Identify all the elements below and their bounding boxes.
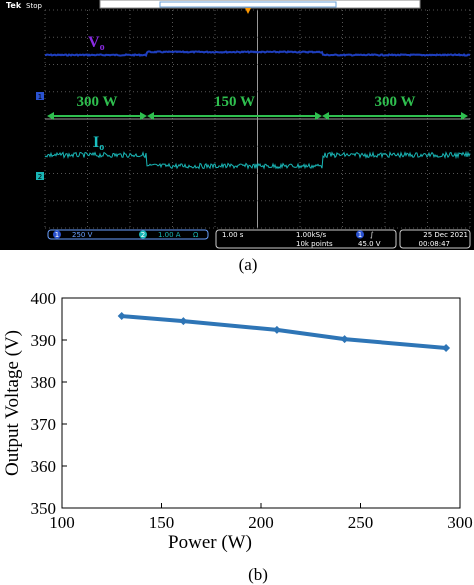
point: [340, 335, 349, 344]
point: [117, 312, 126, 321]
trig-badge: [356, 230, 364, 239]
status-text: 1.00kS/s: [296, 231, 326, 239]
y-tick-label: 370: [31, 415, 57, 434]
scope-screen: [0, 0, 474, 250]
x-tick-label: 300: [447, 513, 473, 532]
channel-marker-label: 2: [38, 173, 42, 181]
x-tick-label: 250: [348, 513, 374, 532]
y-tick-label: 350: [31, 499, 57, 518]
status-text: 25 Dec 2021: [423, 231, 468, 239]
status-text: 250 V: [72, 231, 93, 239]
label-sub: o: [100, 42, 105, 53]
status-box: [215, 229, 397, 249]
status-text: 00:08:47: [419, 240, 450, 248]
channel-marker-label: 1: [38, 93, 42, 101]
channel-marker: [36, 172, 44, 180]
caption-a: (a): [239, 255, 258, 274]
x-tick-label: 200: [248, 513, 274, 532]
status-text: 1: [358, 231, 362, 239]
y-tick-label: 380: [31, 373, 57, 392]
ch1-badge: [53, 230, 61, 239]
x-axis-title: Power (W): [168, 532, 252, 553]
y-tick-label: 390: [31, 331, 57, 350]
power-label: 300 W: [77, 94, 118, 110]
status-text: 2: [141, 231, 145, 239]
channel-marker: [36, 92, 44, 100]
point: [442, 343, 451, 352]
point: [272, 325, 281, 334]
trace-label: Vo: [88, 34, 105, 53]
x-tick-label: 100: [49, 513, 75, 532]
label-sub: o: [99, 142, 104, 153]
status-text: 1.00 A: [158, 231, 181, 239]
ch2-badge: [139, 230, 147, 239]
power-label: 300 W: [375, 94, 416, 110]
current-trace: [44, 150, 471, 170]
trace-label: Io: [93, 134, 104, 153]
status-box: [47, 229, 209, 240]
y-tick-label: 360: [31, 457, 57, 476]
y-axis-title: Output Voltage (V): [2, 330, 23, 476]
brand: Tek: [6, 1, 22, 10]
status-text: 1: [55, 231, 59, 239]
power-label: 150 W: [214, 94, 255, 110]
point: [179, 317, 188, 326]
y-tick-label: 400: [31, 289, 57, 308]
x-tick-label: 150: [149, 513, 175, 532]
state: Stop: [26, 2, 42, 10]
scope-grid: [44, 9, 471, 229]
status-box: [399, 229, 471, 249]
status-text: Ω: [193, 231, 199, 239]
series-line: [121, 314, 447, 350]
status-text: ∫: [370, 231, 374, 239]
trigger-marker: [245, 8, 251, 14]
status-text: 10k points: [296, 240, 333, 248]
record-window: [159, 1, 337, 8]
label-main: I: [93, 134, 99, 151]
status-text: 45.0 V: [358, 240, 381, 248]
label-main: V: [88, 34, 100, 51]
caption-b: (b): [248, 565, 268, 584]
voltage-trace: [44, 50, 471, 58]
status-text: 1.00 s: [222, 231, 244, 239]
